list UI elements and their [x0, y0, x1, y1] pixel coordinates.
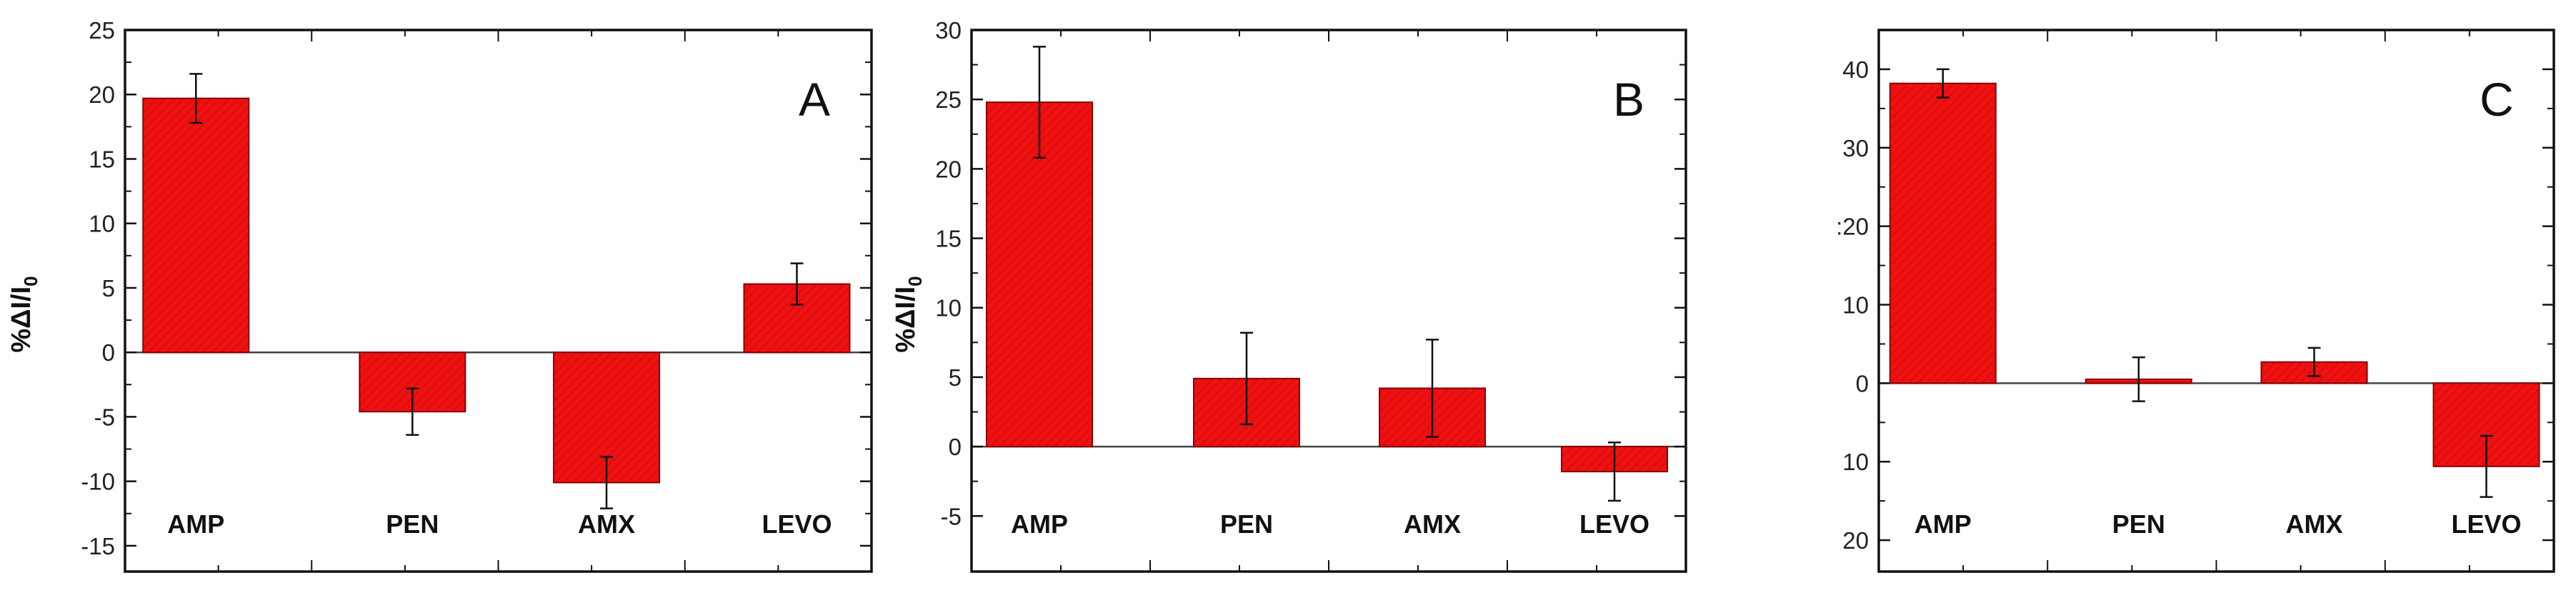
y-tick-label: 10: [89, 211, 115, 237]
y-tick-label: :20: [1836, 214, 1869, 240]
y-axis-label-subscript: 0: [904, 276, 926, 286]
bar-hatch-amp: [1889, 83, 1996, 384]
chart-panels: AMP PEN AMX LEVO-15-10-50510152025A%ΔI/I0AM…: [6, 17, 2555, 573]
category-label: LEVO: [1579, 509, 1649, 539]
y-tick-label: 5: [949, 364, 962, 391]
y-tick-label: -5: [941, 503, 962, 529]
y-tick-label: 5: [102, 275, 115, 302]
category-label: LEVO: [2451, 509, 2521, 539]
category-label: AMP: [1914, 509, 1972, 539]
y-tick-label: 10: [1842, 291, 1869, 318]
plot-frame: [970, 29, 1687, 573]
category-label: AMX: [578, 509, 635, 539]
category-label: PEN: [386, 509, 439, 539]
bar-hatch-amp: [987, 102, 1092, 447]
y-tick-label: 20: [89, 81, 115, 108]
y-axis-label: %ΔI/I0: [891, 276, 926, 352]
y-axis-label: %ΔI/I0: [6, 276, 41, 352]
y-tick-label: 0: [949, 434, 962, 460]
y-tick-label: 10: [935, 295, 962, 322]
category-label: PEN: [1220, 509, 1273, 539]
y-tick-label: 20: [935, 156, 962, 182]
panel-letter: B: [1613, 73, 1644, 126]
category-label: AMP: [167, 509, 224, 539]
y-tick-label: 10: [1842, 449, 1869, 475]
y-axis-label-main: %ΔI/I: [6, 286, 36, 353]
y-tick-label: 15: [935, 226, 962, 252]
panel-letter: C: [2480, 73, 2514, 126]
y-tick-label: 40: [1842, 56, 1869, 83]
chart-panel-c: AMP PEN AMX LEVO 20 10 0 10 :20 30 40 C: [1836, 29, 2555, 573]
category-label: PEN: [2112, 509, 2165, 539]
plot-frame: [1877, 29, 2555, 573]
y-tick-label: 30: [1842, 135, 1869, 161]
y-axis-label-subscript: 0: [20, 276, 41, 286]
y-tick-label: -10: [81, 469, 115, 495]
category-label: AMX: [1404, 509, 1461, 539]
category-label: AMX: [2286, 509, 2343, 539]
plot-frame: [124, 29, 873, 573]
y-tick-label: 20: [1842, 527, 1869, 554]
y-tick-label: 25: [935, 86, 962, 113]
bar-hatch-amp: [143, 98, 249, 353]
category-label: LEVO: [762, 509, 832, 539]
panel-letter: A: [799, 73, 830, 126]
y-tick-label: 0: [1856, 370, 1869, 397]
y-tick-label: 25: [89, 17, 115, 44]
category-label: AMP: [1011, 509, 1068, 539]
y-tick-label: 15: [89, 146, 115, 172]
y-tick-label: -15: [81, 533, 115, 559]
y-axis-label-main: %ΔI/I: [891, 286, 921, 353]
y-tick-label: 30: [935, 17, 962, 44]
y-tick-label: 0: [102, 339, 115, 366]
y-tick-label: -5: [94, 404, 115, 430]
